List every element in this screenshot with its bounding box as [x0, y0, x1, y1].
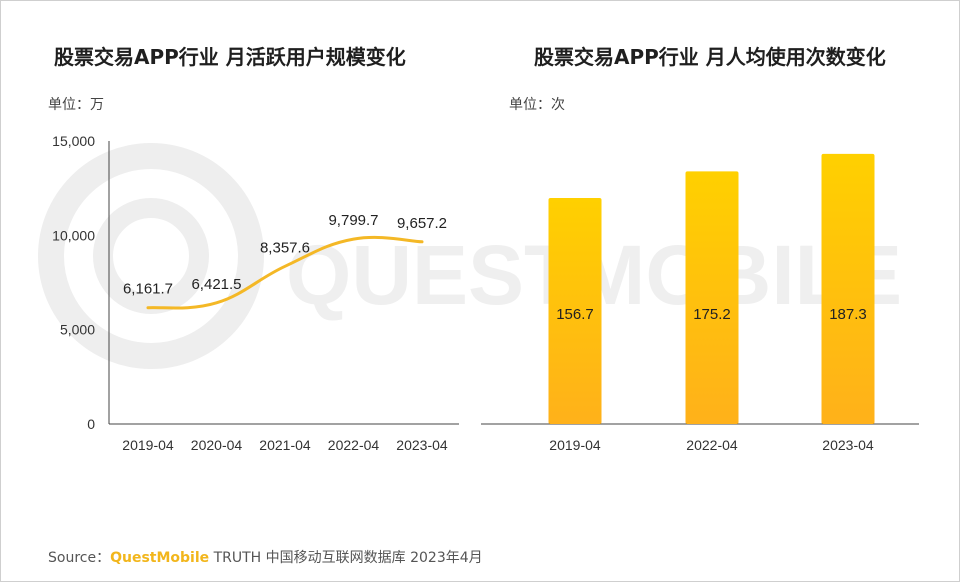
line-chart-data-label: 6,161.7: [123, 281, 173, 298]
source-brand: QuestMobile: [110, 550, 210, 566]
bar-chart-x-tick-label: 2022-04: [686, 437, 738, 453]
source-detail: TRUTH 中国移动互联网数据库 2023年4月: [209, 550, 483, 566]
right-chart-title: 股票交易APP行业 月人均使用次数变化: [534, 45, 886, 69]
line-chart-x-tick-label: 2023-04: [396, 437, 448, 453]
line-chart-x-tick-label: 2021-04: [259, 437, 311, 453]
line-chart: 0 5,000 10,000 15,000 2019-04 2020-04 2021-04…: [52, 133, 459, 453]
line-chart-series-line: [146, 235, 424, 310]
line-chart-data-label: 9,657.2: [397, 215, 447, 232]
bar-chart-data-label: 187.3: [829, 306, 867, 323]
bar-chart-data-label: 175.2: [693, 306, 731, 323]
line-chart-data-label: 8,357.6: [260, 239, 310, 256]
bar-chart-bar: [548, 198, 602, 424]
right-chart-unit: 单位：次: [509, 97, 565, 113]
bar-chart-bar: [685, 171, 739, 424]
left-chart-title: 股票交易APP行业 月活跃用户规模变化: [54, 45, 406, 69]
source-line: Source：QuestMobile TRUTH 中国移动互联网数据库 2023…: [48, 547, 483, 567]
line-chart-x-tick-label: 2019-04: [122, 437, 174, 453]
line-chart-data-label: 9,799.7: [328, 212, 378, 229]
source-prefix: Source：: [48, 550, 111, 566]
line-chart-y-tick-label: 10,000: [52, 227, 95, 243]
line-chart-x-tick-label: 2020-04: [191, 437, 243, 453]
line-chart-y-tick-label: 5,000: [60, 322, 95, 338]
bar-chart-x-tick-label: 2019-04: [549, 437, 601, 453]
line-chart-y-tick-label: 0: [87, 416, 95, 432]
line-chart-x-tick-label: 2022-04: [328, 437, 380, 453]
bar-chart-x-tick-label: 2023-04: [822, 437, 874, 453]
line-chart-y-tick-label: 15,000: [52, 133, 95, 149]
bar-chart: 156.7 175.2 187.3 2019-04 2022-04 2023-04: [481, 153, 919, 453]
bar-chart-bar: [821, 153, 875, 425]
left-chart-unit: 单位：万: [48, 97, 104, 113]
line-chart-data-label: 6,421.5: [191, 276, 241, 293]
bar-chart-data-label: 156.7: [556, 306, 594, 323]
